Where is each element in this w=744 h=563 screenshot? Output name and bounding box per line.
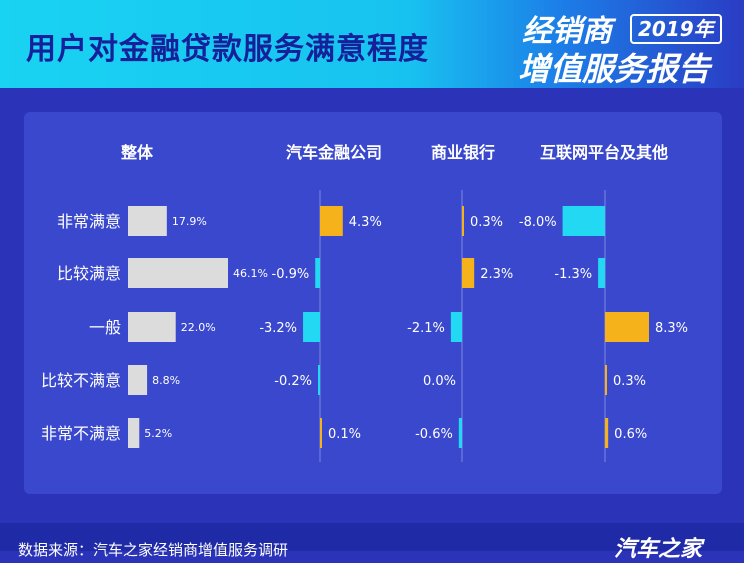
bar-overall — [128, 312, 176, 342]
bar-negative — [303, 312, 320, 342]
data-label: -0.2% — [274, 374, 312, 389]
data-label: -3.2% — [259, 321, 297, 336]
badge-bottom-text: 增值服务报告 — [518, 50, 711, 88]
data-label: 0.3% — [470, 215, 503, 230]
bar-negative — [458, 418, 462, 448]
category-label: 比较不满意 — [41, 371, 121, 390]
bar-overall — [128, 206, 167, 236]
category-label: 非常不满意 — [41, 424, 121, 443]
bar-overall — [128, 365, 148, 395]
header-banner: 用户对金融贷款服务满意程度 经销商 2019年 增值服务报告 — [0, 0, 744, 88]
data-label: -8.0% — [519, 215, 557, 230]
bar-positive — [605, 312, 649, 342]
series-header: 汽车金融公司 — [286, 143, 382, 162]
data-label: -0.6% — [415, 427, 453, 442]
data-label: 0.0% — [423, 374, 456, 389]
bar-positive — [462, 258, 475, 288]
category-label: 一般 — [89, 318, 121, 337]
bar-overall — [128, 258, 228, 288]
data-label: 2.3% — [480, 267, 513, 282]
bar-negative — [450, 312, 462, 342]
bar-positive — [320, 418, 322, 448]
bar-positive — [605, 418, 609, 448]
bar-negative — [598, 258, 605, 288]
data-label: -1.3% — [554, 267, 592, 282]
data-label: 0.1% — [328, 427, 361, 442]
bar-negative — [318, 365, 320, 395]
badge-year: 2019年 — [630, 14, 722, 44]
data-source-text: 数据来源：汽车之家经销商增值服务调研 — [18, 541, 289, 559]
report-badge: 经销商 2019年 增值服务报告 — [512, 6, 738, 88]
bar-negative — [315, 258, 320, 288]
data-label: -2.1% — [407, 321, 445, 336]
data-label: 17.9% — [172, 215, 207, 228]
category-label: 非常满意 — [57, 212, 121, 231]
bar-positive — [320, 206, 343, 236]
page-title: 用户对金融贷款服务满意程度 — [26, 32, 429, 67]
series-header: 整体 — [120, 143, 154, 162]
autohome-logo: 汽车之家 — [614, 537, 703, 562]
bar-negative — [562, 206, 605, 236]
bar-positive — [462, 206, 464, 236]
data-label: 4.3% — [349, 215, 382, 230]
data-label: 0.3% — [613, 374, 646, 389]
bar-overall — [128, 418, 140, 448]
footer-bar: 数据来源：汽车之家经销商增值服务调研 汽车之家 — [0, 523, 744, 562]
bar-positive — [605, 365, 607, 395]
series-header: 商业银行 — [431, 143, 495, 162]
badge-top-text: 经销商 — [522, 14, 612, 49]
series-header: 互联网平台及其他 — [540, 143, 668, 162]
data-label: 0.6% — [614, 427, 647, 442]
data-label: 8.8% — [152, 374, 180, 387]
data-label: -0.9% — [272, 267, 310, 282]
data-label: 22.0% — [181, 321, 216, 334]
data-label: 46.1% — [233, 267, 268, 280]
data-label: 5.2% — [144, 427, 172, 440]
category-label: 比较满意 — [57, 264, 121, 283]
data-label: 8.3% — [655, 321, 688, 336]
